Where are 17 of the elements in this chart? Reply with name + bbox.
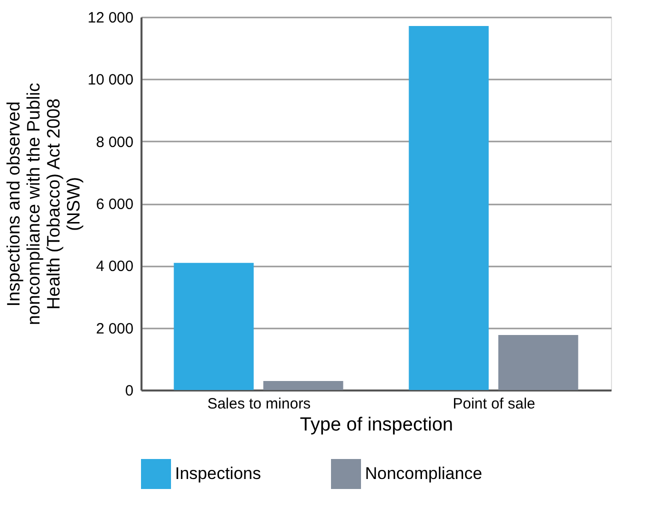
- y-tick-label: 6 000: [96, 196, 134, 213]
- bar: [498, 334, 578, 390]
- x-axis-title: Type of inspection: [300, 414, 454, 436]
- x-tick-label: Point of sale: [452, 396, 536, 412]
- y-tick-label: 2 000: [96, 320, 134, 338]
- y-axis-title: Inspections and observed noncompliance with the Public Health (Tobacco) Act 2008 (NSW): [4, 82, 84, 326]
- legend-label: Inspections: [175, 464, 261, 483]
- y-tick-label: 10 000: [88, 72, 134, 89]
- bar: [174, 262, 254, 390]
- bar: [408, 26, 489, 390]
- bar: [263, 380, 344, 390]
- y-tick-label: 8 000: [96, 134, 134, 151]
- y-tick-label: 0: [125, 382, 134, 400]
- y-tick-label: 12 000: [88, 10, 134, 26]
- x-tick-label: Sales to minors: [207, 396, 311, 412]
- y-tick-label: 4 000: [96, 258, 134, 276]
- legend-label: Noncompliance: [365, 464, 482, 483]
